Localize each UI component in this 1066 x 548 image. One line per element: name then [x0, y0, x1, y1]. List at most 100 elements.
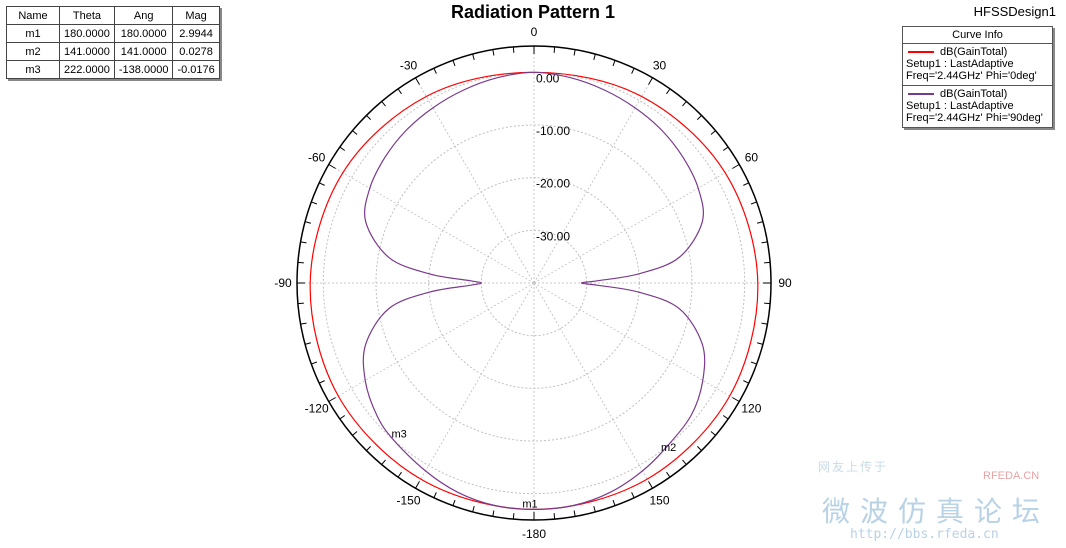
polar-tick: [397, 471, 402, 478]
angle-label: -60: [308, 151, 326, 165]
polar-tick: [328, 397, 336, 402]
polar-tick: [722, 415, 729, 420]
polar-tick: [381, 459, 386, 465]
polar-tick: [631, 492, 635, 499]
legend-freq: Freq='2.44GHz' Phi='90deg': [906, 112, 1043, 124]
polar-tick: [328, 164, 336, 169]
polar-tick: [732, 397, 740, 402]
polar-tick: [318, 182, 325, 186]
polar-tick: [304, 342, 312, 345]
polar-tick: [593, 505, 596, 513]
polar-tick: [366, 115, 372, 121]
polar-tick: [710, 431, 716, 436]
polar-tick: [339, 415, 346, 420]
angle-label: -30: [400, 59, 418, 73]
polar-tick: [648, 481, 653, 489]
polar-tick: [472, 505, 475, 513]
polar-spoke: [419, 84, 535, 284]
polar-spoke: [533, 282, 649, 482]
polar-tick: [648, 77, 653, 85]
polar-tick: [764, 261, 771, 264]
polar-tick: [512, 46, 515, 53]
polar-tick: [452, 499, 456, 506]
angle-label: 30: [653, 59, 667, 73]
polar-tick: [300, 241, 307, 244]
polar-tick: [397, 88, 402, 95]
table-cell: -138.0000: [113, 60, 174, 79]
polar-tick: [297, 261, 304, 264]
legend-setup: Setup1 : LastAdaptive: [906, 58, 1014, 70]
marker-table-header: Name Theta Ang Mag: [6, 6, 220, 25]
table-cell: 180.0000: [113, 24, 174, 43]
table-cell: 222.0000: [59, 60, 115, 79]
angle-label: 120: [741, 402, 761, 416]
polar-tick: [756, 342, 764, 345]
polar-tick: [318, 380, 325, 384]
polar-tick: [761, 241, 768, 244]
polar-tick: [304, 221, 312, 224]
legend-swatch-red: [908, 51, 934, 53]
polar-tick: [593, 53, 596, 61]
table-row: m2 141.0000 141.0000 0.0278: [6, 42, 220, 61]
polar-tick: [415, 481, 420, 489]
chart-title: Radiation Pattern 1: [450, 2, 616, 22]
polar-tick: [710, 130, 716, 135]
polar-tick: [553, 46, 556, 53]
polar-tick: [512, 513, 515, 520]
polar-grid-ring: [428, 177, 640, 389]
polar-tick: [311, 361, 318, 365]
angle-label: -180: [522, 527, 546, 541]
legend-title: Curve Info: [903, 27, 1052, 44]
polar-tick: [573, 49, 576, 56]
curve-info-legend: Curve Info dB(GainTotal) Setup1 : LastAd…: [902, 26, 1053, 128]
polar-tick: [352, 431, 358, 436]
polar-tick: [311, 201, 318, 205]
polar-tick: [492, 49, 495, 56]
table-cell: 2.9944: [172, 24, 220, 43]
polar-tick: [696, 115, 702, 121]
polar-tick: [682, 101, 687, 107]
polar-tick: [750, 201, 757, 205]
angle-label: 90: [778, 276, 792, 290]
angle-label: 60: [745, 151, 759, 165]
polar-tick: [761, 322, 768, 325]
polar-tick: [631, 67, 635, 74]
table-cell: m3: [6, 60, 60, 79]
polar-tick: [722, 146, 729, 151]
series-line-phi90: [362, 71, 706, 511]
polar-tick: [666, 88, 671, 95]
polar-tick: [415, 77, 420, 85]
table-cell: -0.0176: [172, 60, 220, 79]
polar-tick: [553, 513, 556, 520]
polar-tick: [682, 459, 687, 465]
angle-label: 150: [649, 493, 669, 507]
header-name: Name: [6, 6, 60, 25]
polar-tick: [612, 60, 616, 67]
r-tick-label: -20.00: [536, 177, 570, 191]
polar-tick: [732, 164, 740, 169]
polar-tick: [666, 471, 671, 478]
polar-tick: [339, 146, 346, 151]
polar-tick: [764, 302, 771, 305]
marker-label: m2: [661, 442, 676, 454]
polar-tick: [472, 53, 475, 61]
polar-tick: [696, 445, 702, 451]
table-cell: m1: [6, 24, 60, 43]
r-tick-label: 0.00: [536, 71, 560, 85]
angle-label: -120: [305, 402, 329, 416]
legend-setup: Setup1 : LastAdaptive: [906, 100, 1014, 112]
polar-tick: [381, 101, 386, 107]
polar-tick: [452, 60, 456, 67]
design-name: HFSSDesign1: [973, 4, 1056, 19]
polar-tick: [366, 445, 372, 451]
polar-tick: [492, 510, 495, 517]
polar-tick: [352, 130, 358, 135]
angle-label: -150: [396, 493, 420, 507]
legend-series-name: dB(GainTotal): [940, 88, 1008, 100]
marker-label: m3: [391, 428, 406, 440]
polar-tick: [297, 302, 304, 305]
legend-freq: Freq='2.44GHz' Phi='0deg': [906, 70, 1037, 82]
legend-swatch-purple: [908, 93, 934, 95]
polar-tick: [743, 182, 750, 186]
